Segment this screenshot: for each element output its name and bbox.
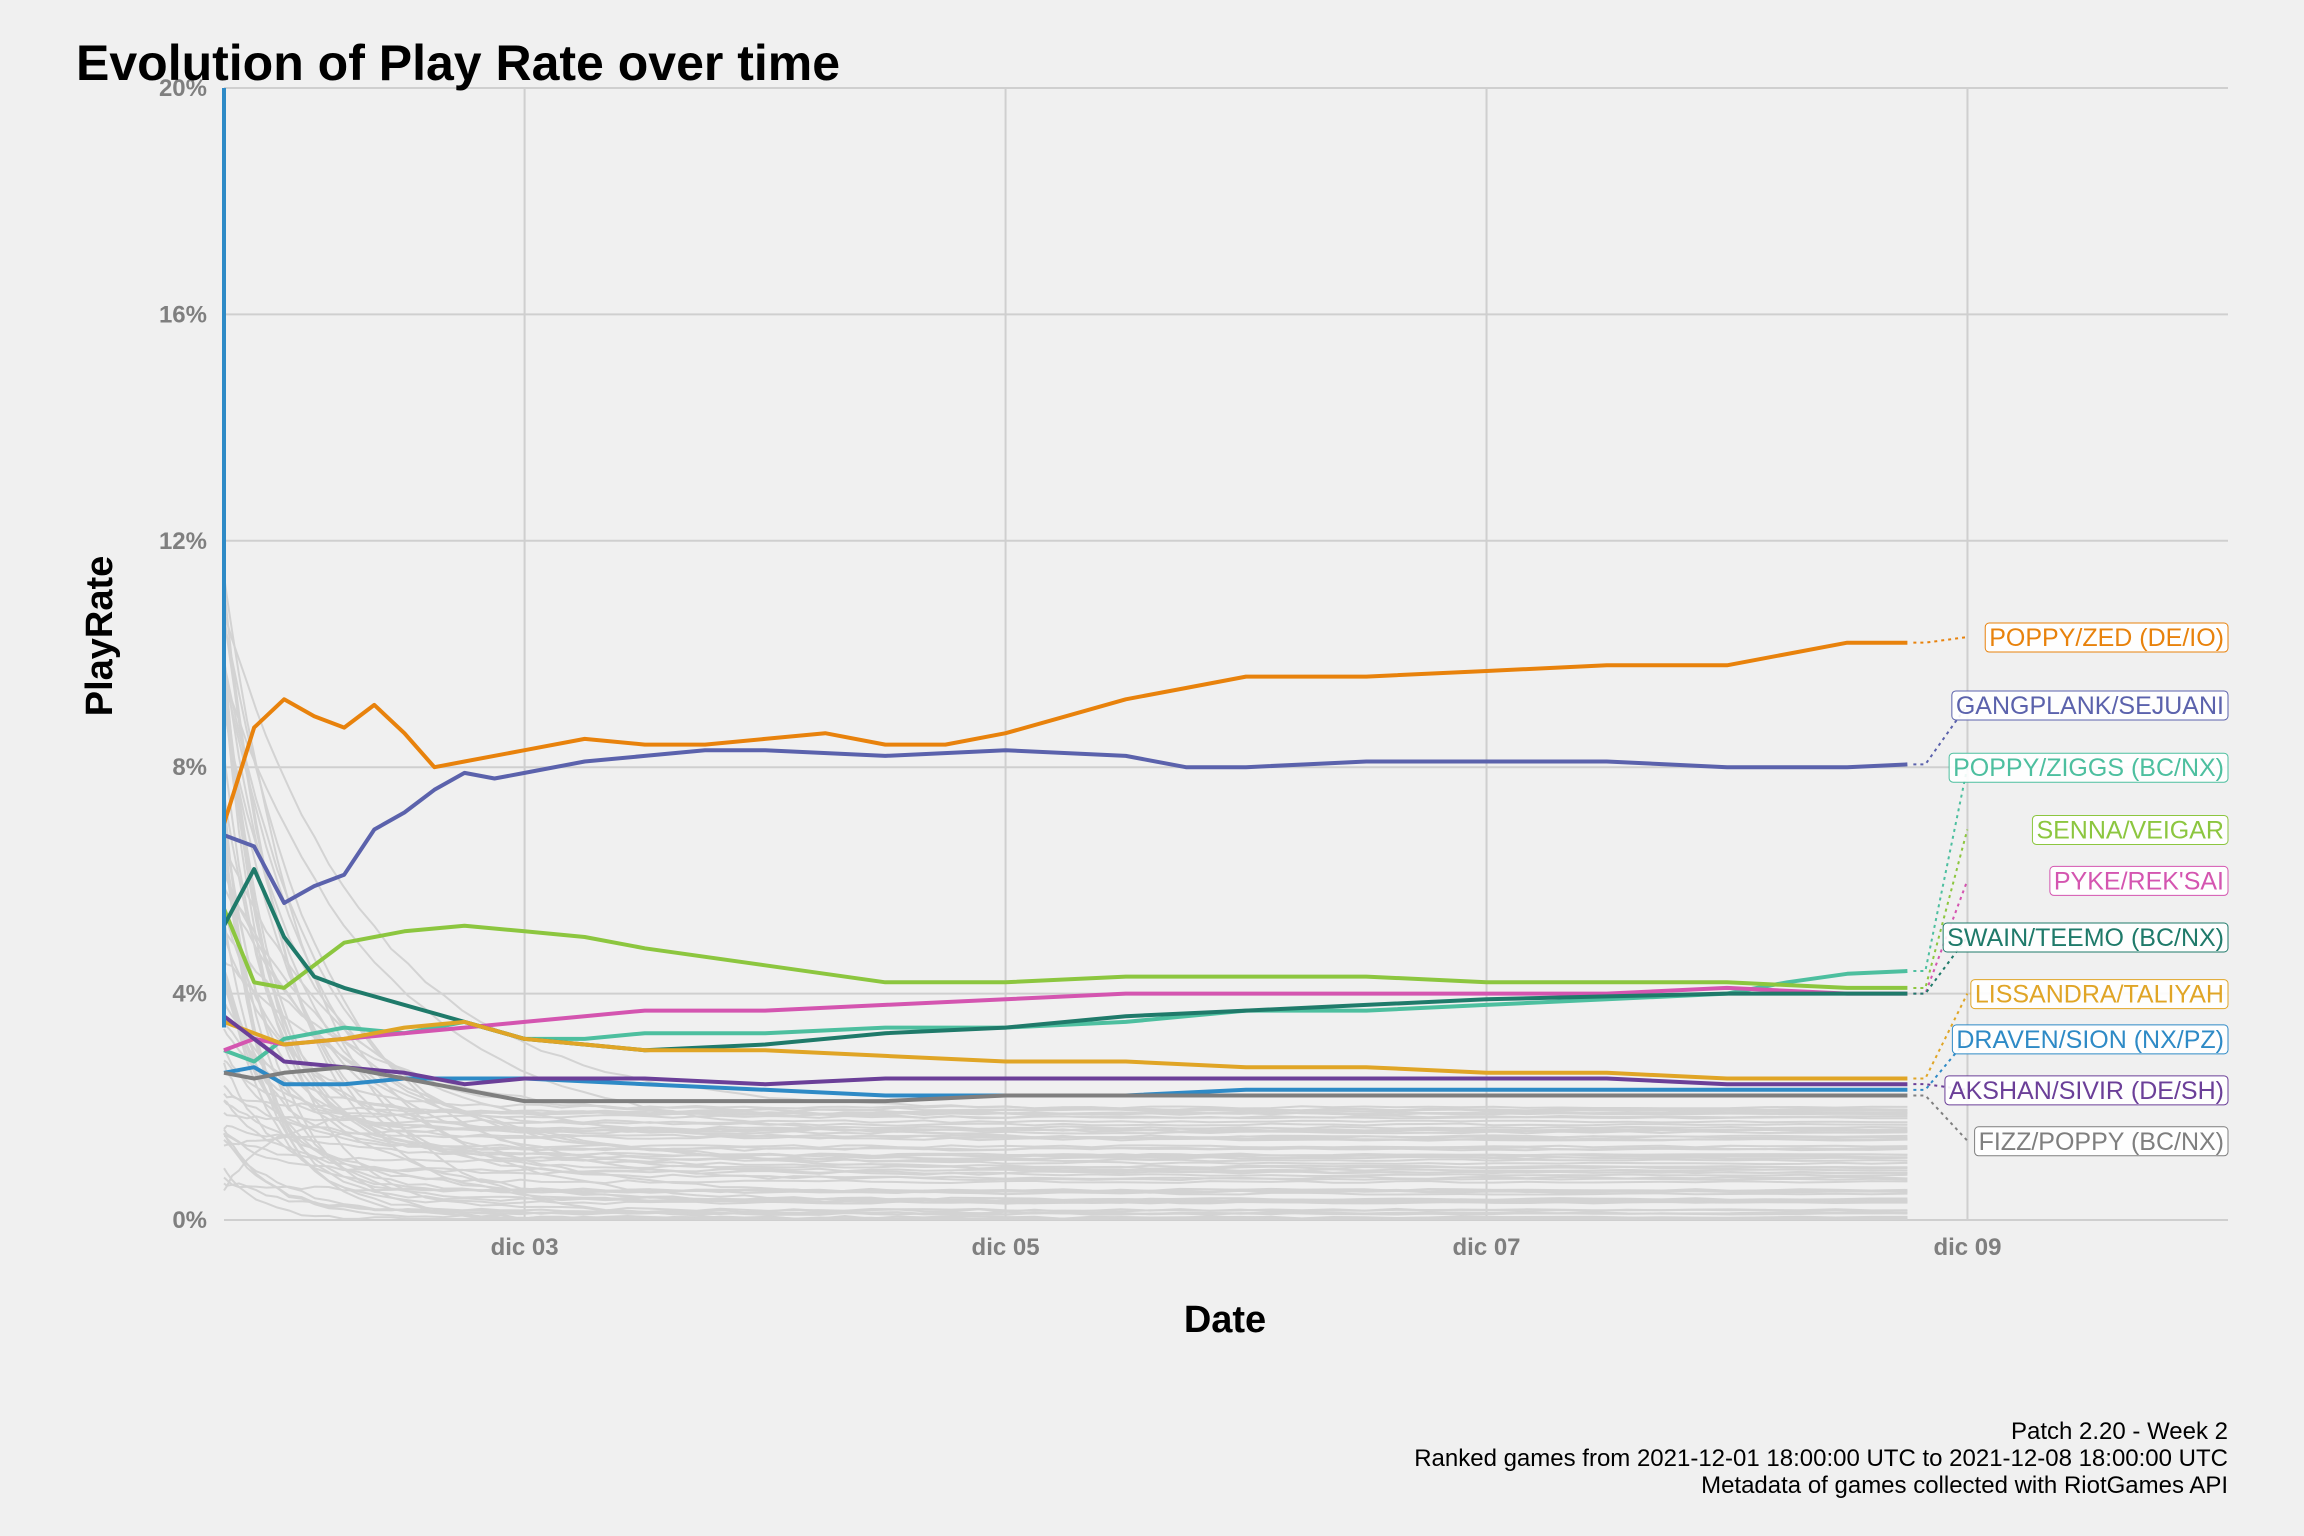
caption-line-2: Ranked games from 2021-12-01 18:00:00 UT…	[1414, 1445, 2228, 1472]
series-label: AKSHAN/SIVIR (DE/SH)	[1944, 1075, 2229, 1106]
background-series-line	[223, 1059, 1908, 1135]
y-axis-title: PlayRate	[79, 556, 121, 717]
series-label-box	[1948, 752, 2229, 783]
caption-line-3: Metadata of games collected with RiotGam…	[1701, 1472, 2228, 1499]
series-line	[223, 1065, 1908, 1098]
background-series-line	[223, 976, 1908, 1216]
series-label-text: SWAIN/TEEMO (BC/NX)	[1947, 924, 2224, 952]
series-label: GANGPLANK/SEJUANI	[1951, 690, 2229, 721]
series-label: DRAVEN/SION (NX/PZ)	[1951, 1024, 2229, 1055]
background-series-line	[223, 1084, 1908, 1139]
series-label-text: POPPY/ZED (DE/IO)	[1989, 624, 2224, 652]
series-line	[223, 1019, 1908, 1081]
background-series-line	[223, 792, 1908, 1158]
background-series-line	[223, 1133, 1908, 1220]
series-line	[223, 969, 1908, 1064]
background-series-line	[223, 662, 1908, 1159]
y-tick-label: 4%	[172, 981, 207, 1008]
series-label: LISSANDRA/TALIYAH	[1970, 979, 2229, 1010]
background-series-line	[223, 1000, 1908, 1205]
background-series-line	[223, 934, 1908, 1110]
x-tick-label: dic 05	[972, 1234, 1040, 1261]
series-label-text: GANGPLANK/SEJUANI	[1956, 692, 2224, 720]
series-label: POPPY/ZED (DE/IO)	[1984, 622, 2229, 653]
y-tick-label: 8%	[172, 754, 207, 781]
background-series-line	[223, 691, 1908, 1158]
background-series-line	[223, 1128, 1908, 1173]
background-series-line	[223, 1048, 1908, 1152]
background-series-line	[223, 705, 1908, 1112]
label-connector	[1913, 936, 1969, 995]
series-label-text: DRAVEN/SION (NX/PZ)	[1956, 1026, 2224, 1054]
background-series-line	[223, 798, 1908, 1206]
background-series-line	[223, 671, 1908, 1161]
y-tick-label: 0%	[172, 1207, 207, 1234]
label-connector	[1913, 636, 1968, 644]
background-series-line	[223, 1134, 1908, 1163]
series-line	[223, 748, 1908, 905]
label-connector	[1913, 829, 1969, 989]
background-series-line	[223, 612, 1908, 1112]
background-series-line	[223, 1111, 1908, 1125]
series-label: SWAIN/TEEMO (BC/NX)	[1942, 922, 2229, 953]
series-label-text: FIZZ/POPPY (BC/NX)	[1979, 1128, 2224, 1156]
series-label: POPPY/ZIGGS (BC/NX)	[1948, 752, 2229, 783]
series-label-text: POPPY/ZIGGS (BC/NX)	[1953, 754, 2224, 782]
y-tick-label: 16%	[159, 301, 207, 328]
background-series-line	[223, 679, 1908, 1212]
series-line	[222, 640, 1908, 825]
series-label-box	[1970, 979, 2229, 1010]
series-line	[222, 867, 1908, 1053]
series-label-box	[1951, 1024, 2229, 1055]
background-series-line	[223, 870, 1908, 1196]
background-series-line	[223, 619, 1908, 1182]
series-label-box	[1944, 1075, 2229, 1106]
x-tick-label: dic 03	[491, 1234, 559, 1261]
background-series	[223, 575, 1908, 1220]
series-line	[223, 1065, 1908, 1104]
background-series-line	[223, 1062, 1908, 1194]
series-label: FIZZ/POPPY (BC/NX)	[1974, 1126, 2229, 1157]
series-label-box	[2031, 814, 2229, 845]
background-series-line	[223, 919, 1908, 1220]
series-label: PYKE/REK'SAI	[2049, 865, 2229, 896]
grid-lines	[224, 87, 2228, 1221]
background-series-line	[223, 960, 1908, 1175]
series-label-box	[2049, 865, 2229, 896]
series-line	[222, 907, 1908, 990]
x-tick-label: dic 07	[1452, 1234, 1520, 1261]
series-label-text: LISSANDRA/TALIYAH	[1975, 981, 2224, 1009]
y-tick-labels: 0% 4% 8% 12% 16% 20%	[159, 75, 207, 1234]
background-series-line	[223, 841, 1908, 1202]
background-series-line	[223, 846, 1908, 1142]
series-label-text: PYKE/REK'SAI	[2054, 867, 2224, 895]
series-label-box	[1951, 690, 2229, 721]
caption-line-1: Patch 2.20 - Week 2	[2011, 1418, 2228, 1445]
background-series-line	[223, 679, 1908, 1141]
background-series-line	[223, 968, 1908, 1185]
series-label-box	[1942, 922, 2229, 953]
background-series-line	[223, 968, 1908, 1150]
series-label-text: AKSHAN/SIVIR (DE/SH)	[1949, 1077, 2224, 1105]
series-direct-labels: POPPY/ZED (DE/IO) GANGPLANK/SEJUANI POPPY/…	[1913, 622, 2229, 1157]
series-label-box	[1984, 622, 2229, 653]
highlighted-series	[222, 88, 1908, 1104]
background-series-line	[223, 1124, 1908, 1169]
y-tick-label: 20%	[159, 75, 207, 102]
label-connector	[1913, 1038, 1969, 1091]
label-connector	[1913, 880, 1969, 995]
x-axis-title: Date	[1184, 1299, 1266, 1341]
y-tick-label: 12%	[159, 528, 207, 555]
x-tick-labels: dic 03 dic 05 dic 07 dic 09	[491, 1234, 2002, 1261]
series-label-text: SENNA/VEIGAR	[2036, 816, 2224, 844]
series-label-box	[1974, 1126, 2229, 1157]
background-series-line	[223, 657, 1908, 1127]
chart-title: Evolution of Play Rate over time	[76, 35, 840, 91]
x-tick-label: dic 09	[1933, 1234, 2001, 1261]
series-label: SENNA/VEIGAR	[2031, 814, 2229, 845]
